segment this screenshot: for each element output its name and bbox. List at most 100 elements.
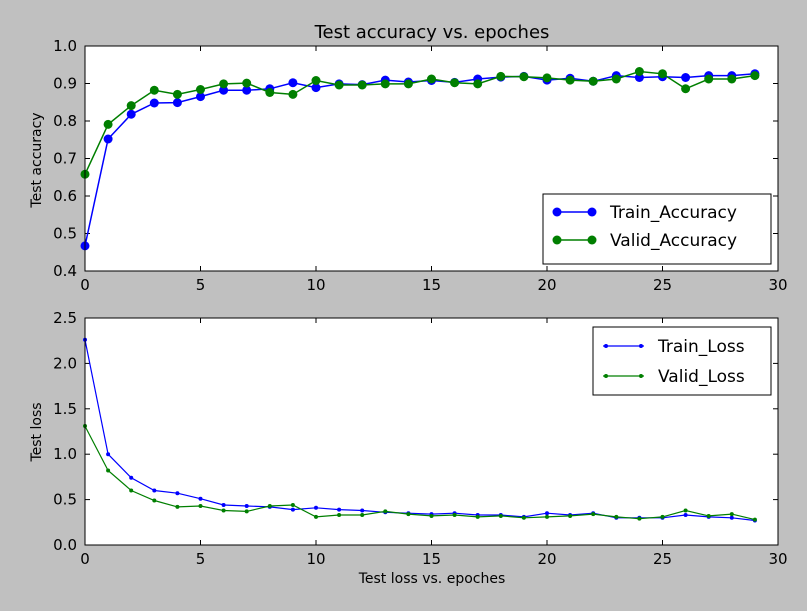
legend-train-accuracy-marker [552, 207, 562, 217]
loss-y-tick-label: 2.0 [53, 354, 77, 372]
data-point-train-loss [221, 503, 226, 508]
data-point-train-accuracy [288, 78, 298, 88]
data-point-valid-loss [498, 513, 503, 518]
data-point-valid-accuracy [149, 85, 159, 95]
loss-ticks: 0 5 10 15 20 25 30 0.0 0.5 1.0 1.5 2.0 2.5 [53, 309, 787, 568]
loss-x-tick-label: 5 [196, 550, 206, 568]
data-point-valid-loss [545, 514, 549, 519]
data-point-valid-loss [752, 517, 757, 522]
data-point-valid-accuracy [611, 74, 621, 84]
legend-train-loss-marker [604, 344, 608, 348]
data-point-valid-loss [175, 504, 180, 509]
data-point-valid-loss [452, 513, 457, 518]
accuracy-y-tick-label: 0.7 [53, 150, 77, 168]
loss-y-tick-label: 1.5 [53, 400, 77, 418]
data-point-valid-accuracy [103, 119, 113, 129]
accuracy-chart-title: Test accuracy vs. epoches [314, 22, 550, 43]
data-point-train-loss [290, 507, 295, 512]
data-point-valid-loss [383, 509, 388, 514]
accuracy-x-tick-label: 25 [653, 276, 672, 294]
data-point-valid-loss [660, 514, 665, 519]
data-point-train-loss [244, 503, 249, 508]
data-point-train-loss [198, 496, 203, 501]
data-point-valid-accuracy [634, 67, 644, 76]
data-point-train-accuracy [242, 85, 252, 95]
data-point-valid-accuracy [242, 78, 252, 88]
loss-x-tick-label: 25 [653, 550, 672, 568]
data-point-valid-loss [198, 503, 203, 508]
data-point-valid-loss [337, 513, 342, 518]
data-point-valid-loss [475, 514, 480, 519]
data-point-valid-accuracy [311, 76, 321, 85]
data-point-valid-loss [106, 468, 111, 473]
accuracy-x-tick-label: 20 [537, 276, 556, 294]
data-point-valid-accuracy [357, 80, 367, 90]
loss-y-tick-label: 2.5 [53, 309, 77, 327]
data-point-valid-loss [152, 498, 157, 503]
data-point-valid-accuracy [265, 88, 275, 97]
data-point-valid-accuracy [219, 79, 229, 89]
data-point-valid-loss [521, 515, 526, 520]
data-point-valid-accuracy [519, 72, 529, 82]
data-point-valid-accuracy [334, 80, 344, 90]
data-point-train-loss [152, 488, 157, 493]
data-point-train-loss [175, 491, 180, 496]
accuracy-x-tick-label: 0 [80, 276, 90, 294]
legend-valid-loss-marker [604, 374, 608, 378]
accuracy-y-tick-label: 0.9 [53, 75, 77, 93]
data-point-valid-loss [706, 513, 711, 518]
accuracy-y-tick-label: 0.6 [53, 187, 77, 205]
loss-x-tick-label: 0 [80, 550, 90, 568]
data-point-train-loss [729, 515, 734, 520]
loss-legend: Train_Loss Valid_Loss [592, 326, 772, 396]
loss-y-tick-label: 0.0 [53, 536, 77, 554]
accuracy-legend: Train_Accuracy Valid_Accuracy [542, 193, 772, 265]
accuracy-plot-frame [84, 45, 779, 272]
data-point-train-loss [360, 508, 365, 513]
data-point-valid-accuracy [588, 76, 598, 86]
legend-valid-accuracy-marker-end [587, 235, 597, 245]
data-point-train-accuracy [126, 109, 136, 119]
data-point-train-loss [545, 511, 549, 516]
legend-train-loss-marker-end [639, 344, 643, 348]
legend-valid-loss-marker-end [639, 374, 643, 378]
data-point-valid-loss [360, 513, 365, 518]
data-point-valid-loss [244, 509, 249, 514]
data-point-train-accuracy [196, 92, 205, 102]
data-point-valid-accuracy [172, 89, 182, 99]
data-point-valid-accuracy [427, 74, 436, 84]
data-point-valid-loss [591, 512, 596, 517]
data-point-valid-accuracy [681, 84, 691, 94]
accuracy-x-tick-label: 30 [768, 276, 787, 294]
accuracy-y-axis-label: Test accuracy [29, 112, 45, 208]
legend-valid-accuracy-marker [552, 235, 562, 245]
accuracy-y-tick-label: 0.5 [53, 225, 77, 243]
data-point-valid-accuracy [450, 78, 460, 88]
data-point-valid-accuracy [727, 74, 737, 84]
data-point-train-accuracy [681, 73, 691, 82]
legend-valid-loss-label: Valid_Loss [658, 367, 745, 387]
data-point-valid-loss [221, 508, 226, 513]
data-point-train-loss [314, 505, 318, 510]
loss-x-tick-label: 30 [768, 550, 787, 568]
data-point-valid-loss [267, 503, 272, 508]
series-line-valid-loss [84, 425, 756, 521]
data-point-valid-accuracy [403, 79, 413, 89]
data-point-train-accuracy [172, 98, 182, 108]
loss-x-tick-label: 10 [306, 550, 325, 568]
data-point-valid-loss [568, 513, 573, 518]
data-point-train-accuracy [149, 98, 159, 108]
data-point-valid-accuracy [750, 71, 760, 81]
data-point-valid-accuracy [542, 73, 552, 83]
data-point-valid-accuracy [658, 69, 667, 79]
data-point-train-accuracy [219, 85, 229, 95]
loss-x-tick-label: 20 [537, 550, 556, 568]
data-point-valid-accuracy [288, 89, 298, 99]
data-point-train-accuracy [103, 134, 113, 144]
data-point-valid-loss [314, 514, 318, 519]
data-point-valid-loss [637, 516, 642, 521]
data-point-valid-loss [614, 514, 619, 519]
accuracy-x-tick-label: 5 [196, 276, 206, 294]
data-point-valid-loss [729, 512, 734, 517]
legend-train-accuracy-marker-end [587, 207, 597, 217]
